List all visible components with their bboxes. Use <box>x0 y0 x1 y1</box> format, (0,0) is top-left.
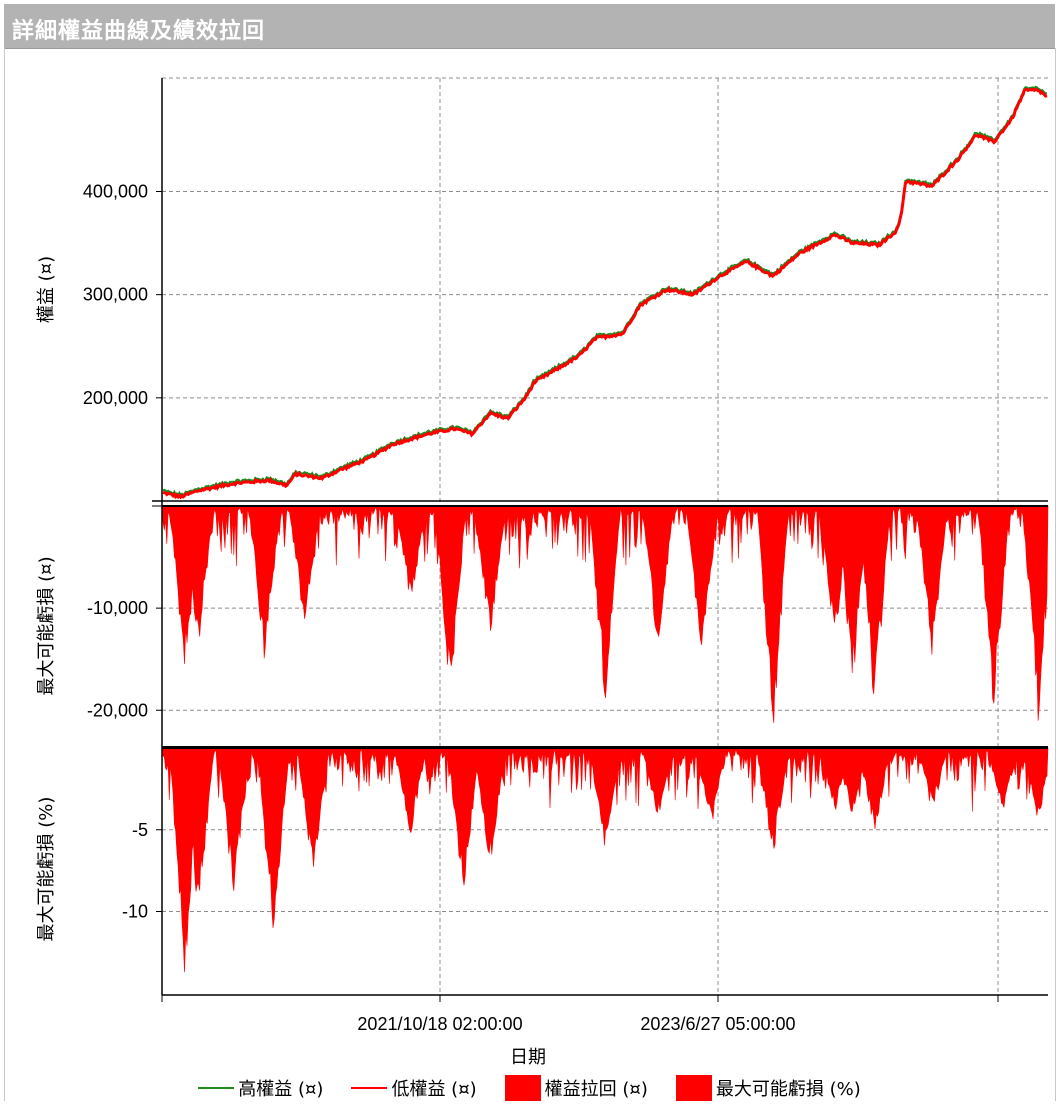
series-low-equity <box>162 87 1048 500</box>
legend-label-high-equity: 高權益 (¤) <box>238 1079 324 1100</box>
drawdown-pct-panel <box>161 747 1049 973</box>
equity-panel <box>162 85 1048 500</box>
legend-swatch-max-loss-pct <box>675 1075 712 1101</box>
chart-legend: 高權益 (¤) 低權益 (¤) 權益拉回 (¤) 最大可能虧損 (%) <box>0 1074 1059 1102</box>
y-axis-label-equity: 權益 (¤) <box>36 256 57 323</box>
legend-item-max-loss-pct: 最大可能虧損 (%) <box>675 1075 861 1101</box>
legend-item-drawdown: 權益拉回 (¤) <box>504 1075 648 1101</box>
y-tick-label: -5 <box>132 820 148 840</box>
window-titlebar: 詳細權益曲線及績效拉回 <box>4 4 1055 49</box>
x-tick-label-1: 2021/10/18 02:00:00 <box>357 1014 522 1034</box>
legend-label-drawdown: 權益拉回 (¤) <box>544 1079 648 1100</box>
series-area-drawdown <box>161 505 1049 724</box>
series-high-equity <box>162 85 1048 497</box>
legend-label-max-loss-pct: 最大可能虧損 (%) <box>715 1079 861 1100</box>
legend-item-low-equity: 低權益 (¤) <box>351 1075 477 1101</box>
legend-swatch-low-equity <box>351 1087 388 1089</box>
axes-layer: 200,000 300,000 400,000 權益 (¤) -10,000 -20,00… <box>36 78 1048 1002</box>
y-tick-label: -10,000 <box>87 598 148 618</box>
legend-swatch-high-equity <box>198 1087 235 1089</box>
y-tick-label: -10 <box>122 902 148 922</box>
y-tick-label: 300,000 <box>83 285 148 305</box>
y-tick-label: -20,000 <box>87 700 148 720</box>
y-axis-label-drawdown_pct: 最大可能虧損 (%) <box>36 797 57 942</box>
x-tick-label-2: 2023/6/27 05:00:00 <box>640 1014 795 1034</box>
y-tick-label: 400,000 <box>83 181 148 201</box>
legend-label-low-equity: 低權益 (¤) <box>391 1079 477 1100</box>
y-axis-label-drawdown: 最大可能虧損 (¤) <box>36 556 57 695</box>
window-title: 詳細權益曲線及績效拉回 <box>12 19 266 44</box>
drawdown-panel <box>161 505 1049 724</box>
legend-item-high-equity: 高權益 (¤) <box>198 1075 323 1101</box>
legend-swatch-drawdown <box>504 1075 541 1101</box>
chart-frame <box>4 48 1056 1101</box>
y-tick-label: 200,000 <box>83 388 148 408</box>
series-area-drawdown_pct <box>161 747 1049 973</box>
x-axis-label: 日期 <box>510 1047 546 1068</box>
